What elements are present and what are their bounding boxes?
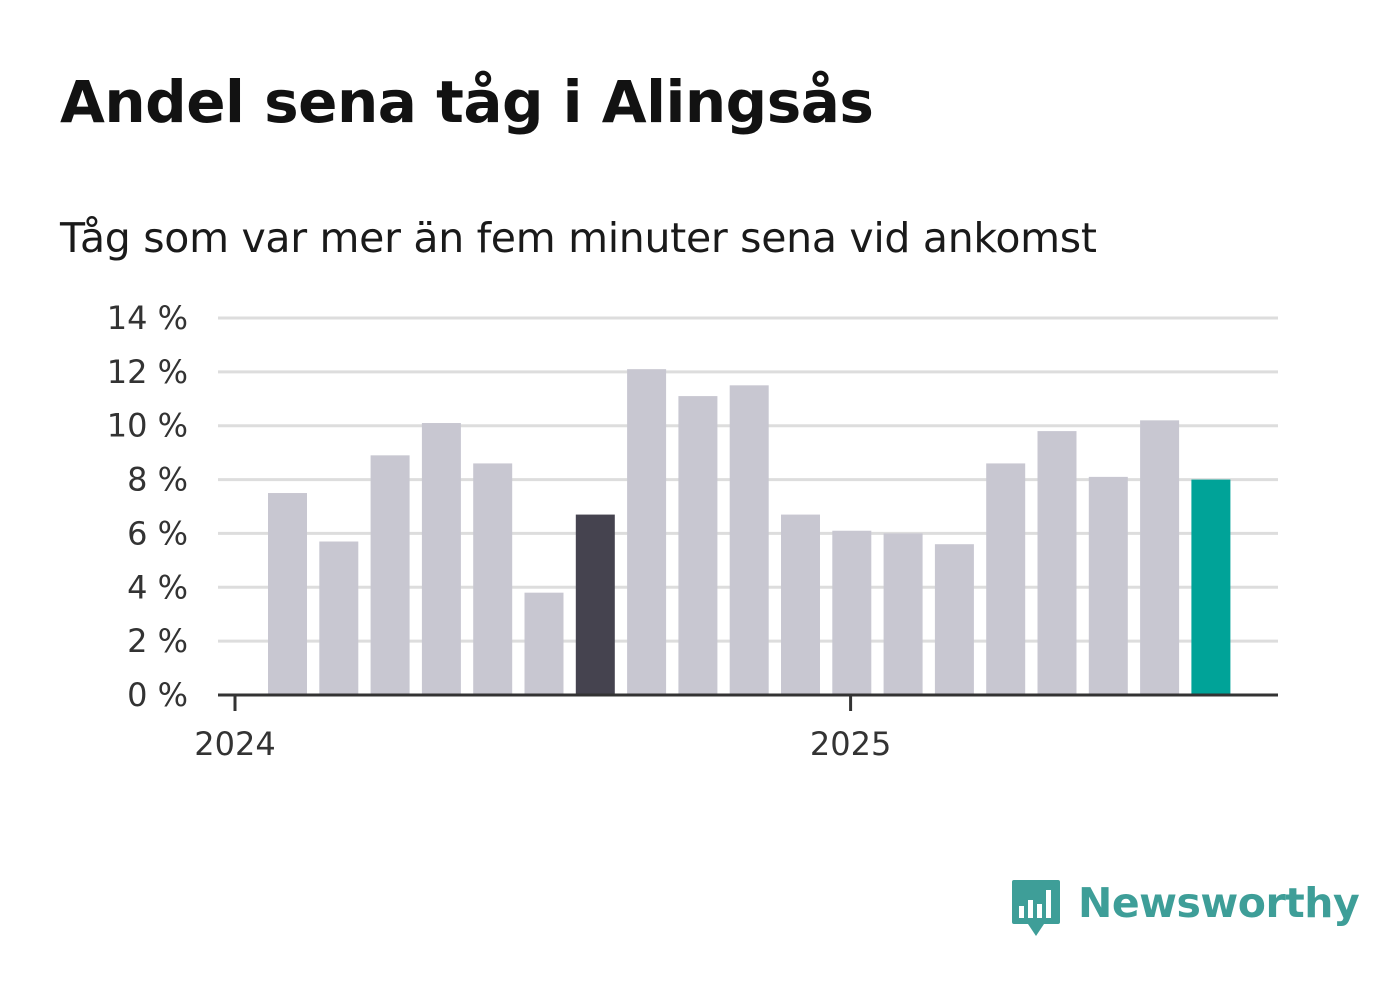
bar-2024-08 (627, 369, 667, 695)
bars (268, 369, 1231, 695)
y-tick-label: 6 % (127, 514, 188, 552)
bar-2024-11 (781, 514, 820, 695)
bar-2024-09 (678, 396, 718, 695)
y-tick-label: 10 % (107, 407, 188, 445)
y-tick-label: 4 % (127, 568, 188, 606)
y-tick-label: 2 % (127, 622, 188, 660)
bar-2025-01 (883, 533, 923, 695)
x-tick-label: 2024 (194, 725, 275, 763)
bar-2024-07 (575, 514, 615, 695)
bar-2024-04 (421, 423, 461, 695)
x-tick-label: 2025 (810, 725, 891, 763)
bar-2024-03 (370, 455, 410, 695)
bar-2025-04 (1037, 431, 1077, 695)
bar-2025-03 (986, 463, 1026, 695)
y-tick-label: 0 % (127, 676, 188, 714)
bar-2025-05 (1088, 476, 1128, 695)
bar-2024-01 (268, 493, 307, 695)
y-tick-label: 8 % (127, 461, 188, 499)
chart-subtitle: Tåg som var mer än fem minuter sena vid … (60, 214, 1097, 262)
bar-2025-02 (934, 544, 974, 695)
bar-2024-02 (319, 541, 359, 695)
bar-2024-10 (729, 385, 769, 695)
chart-title: Andel sena tåg i Alingsås (60, 68, 874, 136)
newsworthy-logo: Newsworthy (1010, 878, 1360, 940)
bar-chart-speech-bubble-icon (1012, 880, 1060, 936)
bar-2025-07 (1191, 479, 1231, 695)
bar-2024-05 (473, 463, 513, 695)
bar-2024-06 (524, 592, 564, 695)
x-axis: 2024 2025 (194, 693, 1278, 763)
brand-name: Newsworthy (1078, 879, 1360, 927)
bar-2024-12 (832, 530, 872, 695)
y-tick-label: 14 % (107, 299, 188, 337)
y-axis-tick-labels: 0 % 2 % 4 % 6 % 8 % 10 % 12 % 14 % (107, 299, 188, 714)
bar-2025-06 (1140, 420, 1180, 695)
y-tick-label: 12 % (107, 353, 188, 391)
